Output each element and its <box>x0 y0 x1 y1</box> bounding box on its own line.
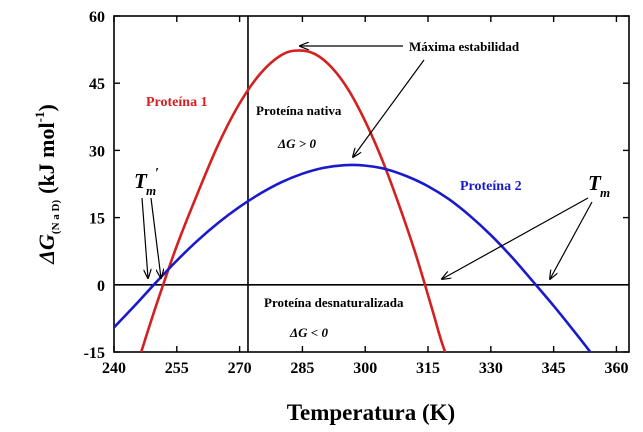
y-tick-label: 60 <box>89 9 105 26</box>
svg-text:T: T <box>588 171 602 195</box>
svg-text:m: m <box>146 183 156 198</box>
y-tick-label: -15 <box>84 345 105 362</box>
annotation-native-condition: ΔG > 0 <box>277 136 316 151</box>
series-line-1 <box>139 49 447 352</box>
y-axis-title: ΔG(N a D)(kJ mol-1) <box>32 104 62 265</box>
arrow-native-to-p2-peak <box>353 59 425 157</box>
arrow-tm-prime-blue <box>141 197 148 278</box>
x-tick-label: 240 <box>102 360 126 377</box>
y-tick-label: 0 <box>97 278 105 295</box>
arrow-tm-blue <box>550 201 593 279</box>
x-tick-label: 300 <box>353 360 377 377</box>
arrow-tm-prime-red <box>150 197 161 278</box>
annotation-denatured: Proteína desnaturalizada <box>264 295 404 310</box>
x-axis-title: Temperatura (K) <box>287 400 455 425</box>
tm-label: T m <box>588 171 610 200</box>
x-tick-label: 345 <box>542 360 566 377</box>
arrow-tm-red <box>442 197 589 279</box>
x-tick-label: 360 <box>604 360 628 377</box>
x-tick-label: 330 <box>479 360 503 377</box>
y-tick-label: 45 <box>89 76 105 93</box>
svg-text:T: T <box>134 169 148 193</box>
annotation-native: Proteína nativa <box>256 103 342 118</box>
plot-frame <box>113 15 630 353</box>
x-tick-label: 255 <box>165 360 189 377</box>
svg-text:ΔG(N a D)(kJ mol-1): ΔG(N a D)(kJ mol-1) <box>32 104 62 265</box>
svg-text:m: m <box>600 185 610 200</box>
x-tick-label: 270 <box>228 360 252 377</box>
series-label-protein-1: Proteína 1 <box>146 95 208 110</box>
series-label-protein-2: Proteína 2 <box>460 179 522 194</box>
svg-text:′: ′ <box>155 166 159 181</box>
x-tick-label: 315 <box>416 360 440 377</box>
series-group <box>114 49 592 352</box>
x-tick-label: 285 <box>290 360 314 377</box>
series-line-2 <box>114 163 592 352</box>
annotation-denatured-condition: ΔG < 0 <box>289 325 328 340</box>
annotation-max-stability: Máxima estabilidad <box>409 39 520 54</box>
axis-tick-labels: 240 255 270 285 300 315 330 345 360 -15 0 15 30 45 60 <box>84 9 629 377</box>
y-tick-label: 30 <box>89 143 105 160</box>
tm-prime-label: T m ′ <box>134 166 159 198</box>
y-tick-label: 15 <box>89 211 105 228</box>
